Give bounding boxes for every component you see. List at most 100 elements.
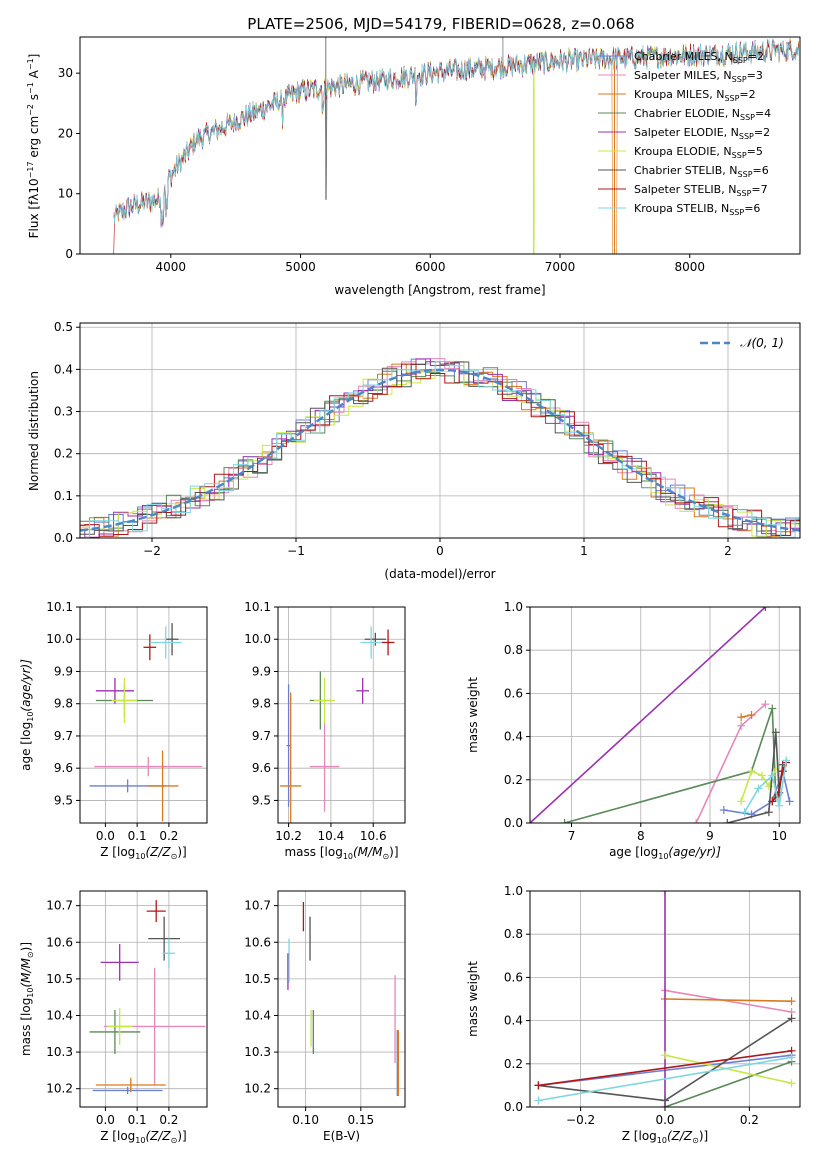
legend-label: 𝒩(0, 1) bbox=[740, 336, 784, 350]
legend-label: Chabrier STELIB, NSSP=6 bbox=[634, 164, 769, 179]
y-tick-label: 0.5 bbox=[54, 320, 73, 334]
legend-value: =6 bbox=[753, 164, 769, 177]
weight-frame bbox=[529, 890, 801, 1108]
y-tick-label: 9.8 bbox=[54, 697, 73, 711]
x-tick-label: 0.0 bbox=[96, 829, 115, 843]
y-tick-label: 9.8 bbox=[252, 697, 271, 711]
legend-sub: SSP bbox=[724, 94, 739, 103]
x-tick-label: 10.4 bbox=[318, 829, 345, 843]
x-tick-label: 10 bbox=[772, 829, 787, 843]
label-part: mass weight bbox=[466, 961, 480, 1037]
weight-xlabel: Z [log10(Z/Z⊙)] bbox=[622, 1129, 708, 1145]
label-part: s bbox=[27, 94, 41, 104]
axis-label: Normed distribution bbox=[27, 371, 41, 491]
spectrum-line bbox=[113, 39, 799, 225]
scatter-xlabel: E(B-V) bbox=[323, 1129, 360, 1143]
label-part: (Z/Z bbox=[145, 845, 171, 859]
axis-label: age [log10(age/yr)] bbox=[19, 659, 35, 771]
y-tick-label: 9.9 bbox=[252, 664, 271, 678]
x-tick-label: 0.0 bbox=[96, 1113, 115, 1127]
y-tick-label: 10.0 bbox=[244, 632, 271, 646]
y-tick-label: 0.2 bbox=[504, 1057, 523, 1071]
label-part: A bbox=[27, 69, 41, 82]
y-tick-label: 0.8 bbox=[504, 927, 523, 941]
scatter-ylabel: mass [log10(M/M⊙)] bbox=[19, 942, 35, 1056]
label-part: ⊙ bbox=[692, 1136, 699, 1145]
label-part: Z [log bbox=[100, 1129, 135, 1143]
scatter-frame bbox=[277, 606, 406, 824]
label-part: 10 bbox=[26, 987, 35, 997]
legend-name: Salpeter ELODIE, N bbox=[634, 126, 739, 139]
x-tick-label: 0.2 bbox=[159, 829, 178, 843]
label-part: (M/M bbox=[353, 845, 383, 859]
legend-value: =6 bbox=[744, 202, 760, 215]
spectrum-xlabel: wavelength [Angstrom, rest frame] bbox=[334, 283, 545, 297]
y-tick-label: 0.2 bbox=[54, 447, 73, 461]
legend-value: =2 bbox=[739, 88, 755, 101]
y-tick-label: 9.5 bbox=[252, 793, 271, 807]
legend-name: Salpeter MILES, N bbox=[634, 69, 732, 82]
y-tick-label: 1.0 bbox=[504, 884, 523, 898]
y-tick-label: 9.6 bbox=[54, 761, 73, 775]
y-tick-label: 0.3 bbox=[54, 405, 73, 419]
label-part: ⊙ bbox=[171, 852, 178, 861]
gaussian-curve bbox=[80, 368, 800, 532]
legend-name: Kroupa ELODIE, N bbox=[634, 145, 732, 158]
scatter-xlabel: Z [log10(Z/Z⊙)] bbox=[100, 1129, 186, 1145]
y-tick-label: 10.6 bbox=[244, 935, 271, 949]
x-tick-label: 0.10 bbox=[292, 1113, 319, 1127]
scatter-frame bbox=[79, 890, 208, 1108]
y-tick-label: 9.9 bbox=[54, 664, 73, 678]
legend-value: =5 bbox=[747, 145, 763, 158]
y-tick-label: 10.2 bbox=[46, 1082, 73, 1096]
label-part: 10 bbox=[26, 712, 35, 722]
spectrum-frame bbox=[79, 36, 801, 255]
x-tick-label: 0 bbox=[436, 544, 444, 558]
label-part: Z [log bbox=[100, 845, 135, 859]
legend-sub: SSP bbox=[738, 170, 753, 179]
x-tick-label: 5000 bbox=[285, 260, 316, 274]
legend-name: Kroupa MILES, N bbox=[634, 88, 724, 101]
x-tick-label: 0.0 bbox=[655, 1113, 674, 1127]
plot-area bbox=[280, 626, 395, 823]
x-tick-label: −0.2 bbox=[566, 1113, 595, 1127]
label-part: (Z/Z bbox=[145, 1129, 171, 1143]
y-tick-label: 0 bbox=[65, 247, 73, 261]
histogram-ylabel: Normed distribution bbox=[27, 371, 41, 491]
x-tick-label: 7 bbox=[568, 829, 576, 843]
figure-title: PLATE=2506, MJD=54179, FIBERID=0628, z=0… bbox=[247, 15, 634, 33]
label-part: )] bbox=[389, 845, 398, 859]
x-tick-label: 2 bbox=[724, 544, 732, 558]
spectrum-ylabel: Flux [fλ10−17 erg cm−2 s−1 A−1] bbox=[26, 54, 41, 239]
y-tick-label: 9.6 bbox=[252, 761, 271, 775]
label-part: ⊙ bbox=[26, 951, 35, 958]
y-tick-label: 10.0 bbox=[46, 632, 73, 646]
scatter-frame bbox=[79, 606, 208, 824]
y-tick-label: 0.6 bbox=[504, 970, 523, 984]
y-tick-label: 10.1 bbox=[244, 600, 271, 614]
label-part: −17 bbox=[26, 161, 35, 178]
axis-label: mass [log10(M/M⊙)] bbox=[19, 942, 35, 1056]
label-part: ⊙ bbox=[171, 1136, 178, 1145]
label-part: mass [log bbox=[19, 998, 33, 1056]
x-tick-label: 1 bbox=[580, 544, 588, 558]
legend-sub: SSP bbox=[736, 189, 751, 198]
legend-value: =4 bbox=[755, 107, 771, 120]
scatter-ylabel: age [log10(age/yr)] bbox=[19, 659, 35, 771]
legend-sub: SSP bbox=[732, 75, 747, 84]
legend-label: Kroupa STELIB, NSSP=6 bbox=[634, 202, 760, 217]
legend-label: Salpeter STELIB, NSSP=7 bbox=[634, 183, 768, 198]
legend-value: =7 bbox=[751, 183, 767, 196]
label-part: age [log bbox=[609, 845, 658, 859]
legend-name: Chabrier MILES, N bbox=[634, 50, 733, 63]
label-part: 10 bbox=[135, 1136, 145, 1145]
y-tick-label: 10.4 bbox=[46, 1008, 73, 1022]
legend-sub: SSP bbox=[740, 113, 755, 122]
y-tick-label: 20 bbox=[58, 126, 73, 140]
y-tick-label: 10.5 bbox=[46, 972, 73, 986]
legend-label: Kroupa MILES, NSSP=2 bbox=[634, 88, 756, 103]
label-part: Flux [fλ10 bbox=[27, 178, 41, 238]
y-tick-label: 9.5 bbox=[54, 793, 73, 807]
axis-label: mass weight bbox=[466, 677, 480, 753]
